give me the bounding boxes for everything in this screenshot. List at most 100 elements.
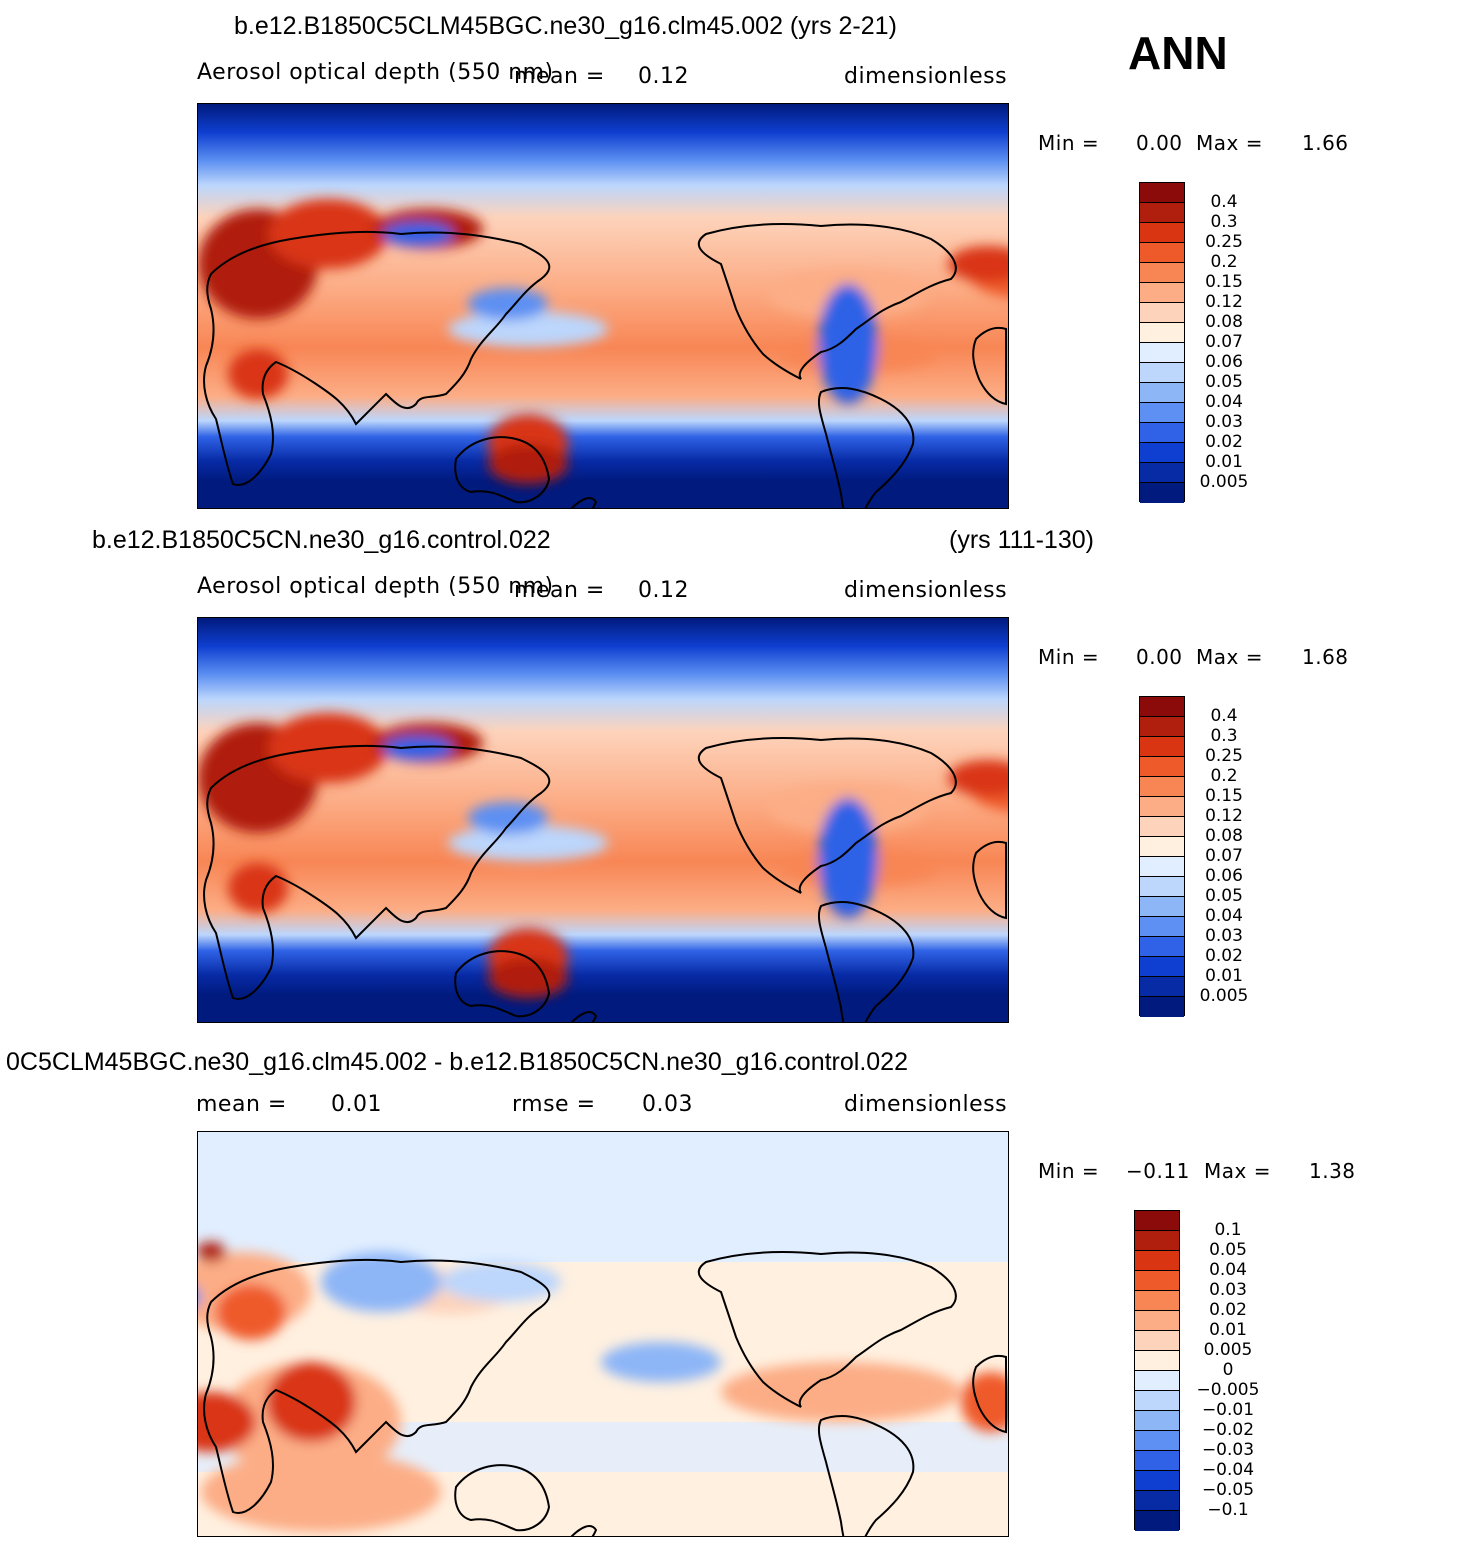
colorbar-label: −0.03: [1201, 1440, 1255, 1460]
colorbar-swatch: [1140, 243, 1184, 263]
panel1-units: dimensionless: [844, 64, 1008, 89]
colorbar-swatch: [1135, 1291, 1179, 1311]
colorbar-swatch: [1140, 997, 1184, 1017]
panel2-mean-label: mean =: [514, 578, 605, 603]
colorbar-swatch: [1140, 877, 1184, 897]
colorbar-swatch: [1135, 1491, 1179, 1511]
colorbar-label: 0.08: [1205, 826, 1243, 846]
coastline: [454, 1464, 551, 1532]
panel1-variable: Aerosol optical depth (550 nm): [197, 60, 554, 85]
colorbar-swatch: [1140, 977, 1184, 997]
panel3-max-value: 1.38: [1309, 1159, 1356, 1183]
colorbar-label: 0.15: [1205, 786, 1243, 806]
colorbar-label: 0.06: [1205, 866, 1243, 886]
colorbar-swatch: [1135, 1211, 1179, 1231]
colorbar-swatch: [1135, 1311, 1179, 1331]
colorbar-label: 0.3: [1210, 726, 1238, 746]
colorbar-swatch: [1140, 403, 1184, 423]
colorbar-swatch: [1140, 363, 1184, 383]
colorbar-label: 0.04: [1205, 392, 1243, 412]
colorbar-swatch: [1140, 777, 1184, 797]
colorbar-label: 0.15: [1205, 272, 1243, 292]
coastline: [570, 497, 598, 508]
colorbar-label: 0.005: [1199, 986, 1249, 1006]
colorbar-label: 0.1: [1214, 1220, 1242, 1240]
panel3-rmse-label: rmse =: [512, 1092, 596, 1117]
colorbar-label: 0.12: [1205, 292, 1243, 312]
colorbar-swatch: [1140, 343, 1184, 363]
colorbar-label: 0.04: [1209, 1260, 1247, 1280]
panel2-years: (yrs 111-130): [949, 526, 1094, 554]
colorbar-label: 0.005: [1199, 472, 1249, 492]
panel1-max-label: Max =: [1196, 131, 1263, 155]
panel3-mean-label: mean =: [196, 1092, 287, 1117]
coastline: [203, 744, 551, 1000]
colorbar-label: −0.02: [1201, 1420, 1255, 1440]
colorbar-label: 0.2: [1210, 766, 1238, 786]
coastline: [817, 1415, 915, 1536]
colorbar-label: −0.005: [1196, 1380, 1260, 1400]
colorbar-label: 0.3: [1210, 212, 1238, 232]
panel3-min-value: −0.11: [1126, 1159, 1190, 1183]
panel3-units: dimensionless: [844, 1092, 1008, 1117]
panel3-map: [197, 1131, 1009, 1537]
coastline: [570, 1525, 598, 1536]
colorbar-swatch: [1135, 1271, 1179, 1291]
panel2-units: dimensionless: [844, 578, 1008, 603]
panel2-mean-value: 0.12: [638, 578, 689, 603]
colorbar-swatch: [1140, 303, 1184, 323]
panel3-max-label: Max =: [1204, 1159, 1271, 1183]
panel3-colorbar: [1134, 1210, 1180, 1531]
colorbar-swatch: [1140, 757, 1184, 777]
colorbar-label: 0.05: [1205, 886, 1243, 906]
colorbar-swatch: [1135, 1371, 1179, 1391]
colorbar-label: 0: [1222, 1360, 1234, 1380]
colorbar-label: 0.01: [1205, 966, 1243, 986]
colorbar-swatch: [1140, 697, 1184, 717]
colorbar-label: 0.01: [1205, 452, 1243, 472]
colorbar-swatch: [1135, 1411, 1179, 1431]
colorbar-label: 0.01: [1209, 1320, 1247, 1340]
coastline: [570, 1011, 598, 1022]
panel2-map: [197, 617, 1009, 1023]
colorbar-swatch: [1140, 937, 1184, 957]
season-label: ANN: [1128, 27, 1228, 79]
colorbar-swatch: [1140, 383, 1184, 403]
colorbar-label: 0.02: [1205, 432, 1243, 452]
colorbar-label: 0.12: [1205, 806, 1243, 826]
colorbar-label: −0.01: [1201, 1400, 1255, 1420]
colorbar-label: 0.07: [1205, 332, 1243, 352]
colorbar-swatch: [1135, 1351, 1179, 1371]
panel1-colorbar-labels: 0.4 0.3 0.25 0.2 0.15 0.12 0.08 0.07 0.06 0.05 0.0…: [1190, 182, 1258, 502]
colorbar-swatch: [1140, 203, 1184, 223]
colorbar-label: −0.1: [1207, 1500, 1249, 1520]
colorbar-label: 0.02: [1209, 1300, 1247, 1320]
colorbar-swatch: [1135, 1331, 1179, 1351]
panel2-min-label: Min =: [1038, 645, 1100, 669]
coastline: [454, 436, 551, 504]
coastline: [972, 840, 1007, 920]
panel3-min-label: Min =: [1038, 1159, 1100, 1183]
panel1-min-label: Min =: [1038, 131, 1100, 155]
colorbar-label: 0.4: [1210, 706, 1238, 726]
panel1-title: b.e12.B1850C5CLM45BGC.ne30_g16.clm45.002…: [234, 12, 897, 40]
colorbar-swatch: [1140, 717, 1184, 737]
colorbar-swatch: [1140, 957, 1184, 977]
colorbar-swatch: [1140, 423, 1184, 443]
panel1-min-value: 0.00: [1136, 131, 1183, 155]
colorbar-swatch: [1140, 223, 1184, 243]
coastline: [697, 737, 957, 894]
colorbar-label: −0.04: [1201, 1460, 1255, 1480]
panel2-colorbar-labels: 0.4 0.3 0.25 0.2 0.15 0.12 0.08 0.07 0.06 0.05 0.0…: [1190, 696, 1258, 1016]
panel2-title: b.e12.B1850C5CN.ne30_g16.control.022: [92, 526, 551, 554]
colorbar-swatch: [1135, 1431, 1179, 1451]
coastline: [454, 950, 551, 1018]
colorbar-label: 0.005: [1203, 1340, 1253, 1360]
panel1-map: [197, 103, 1009, 509]
colorbar-label: 0.2: [1210, 252, 1238, 272]
colorbar-label: 0.4: [1210, 192, 1238, 212]
colorbar-swatch: [1135, 1471, 1179, 1491]
colorbar-label: 0.25: [1205, 746, 1243, 766]
colorbar-swatch: [1135, 1231, 1179, 1251]
colorbar-label: 0.25: [1205, 232, 1243, 252]
